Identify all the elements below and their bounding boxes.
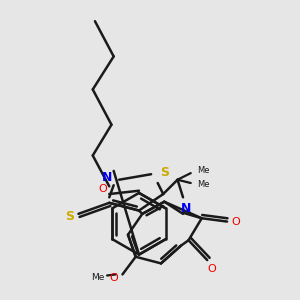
Text: O: O	[232, 217, 240, 226]
Text: O: O	[109, 273, 118, 283]
Text: N: N	[102, 171, 112, 184]
Text: Me: Me	[92, 273, 105, 282]
Text: Me: Me	[197, 180, 210, 189]
Text: O: O	[207, 264, 216, 274]
Text: S: S	[160, 166, 169, 178]
Text: O: O	[98, 184, 107, 194]
Text: N: N	[181, 202, 191, 215]
Text: S: S	[65, 209, 74, 223]
Text: Me: Me	[197, 167, 210, 176]
